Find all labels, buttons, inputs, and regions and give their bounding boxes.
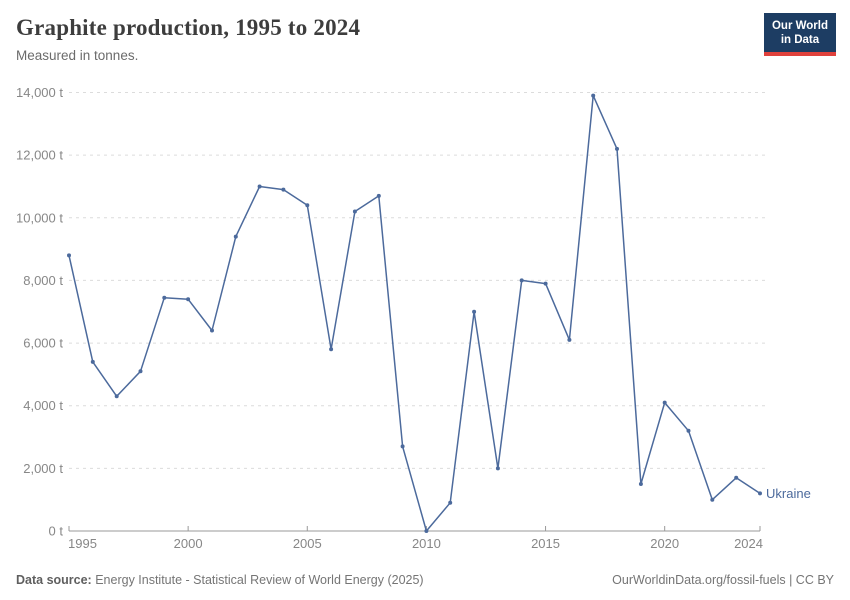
data-point[interactable] [495, 466, 500, 471]
data-point[interactable] [400, 444, 405, 449]
logo-line-2: in Data [780, 34, 820, 47]
data-point[interactable] [567, 337, 572, 342]
data-source: Data source: Energy Institute - Statisti… [16, 573, 424, 587]
footer-license-link[interactable]: OurWorldinData.org/fossil-fuels | CC BY [612, 573, 834, 587]
data-point[interactable] [638, 482, 643, 486]
data-point[interactable] [329, 347, 334, 352]
data-point[interactable] [591, 93, 596, 98]
data-source-label: Data source: [16, 573, 92, 587]
y-tick-label: 12,000 t [16, 148, 63, 163]
y-tick-label: 6,000 t [23, 336, 63, 351]
x-tick-label: 2015 [531, 536, 560, 551]
y-tick-label: 2,000 t [23, 461, 63, 476]
chart-title: Graphite production, 1995 to 2024 [16, 15, 361, 40]
chart-subtitle: Measured in tonnes. [16, 48, 139, 63]
data-point[interactable] [210, 328, 214, 333]
x-tick-label: 2005 [293, 536, 322, 551]
data-point[interactable] [90, 359, 95, 364]
x-tick-label: 2024 [734, 536, 763, 551]
y-tick-label: 4,000 t [23, 398, 63, 413]
data-point[interactable] [448, 500, 453, 505]
series-line-ukraine[interactable] [68, 94, 761, 532]
data-point[interactable] [162, 295, 167, 300]
data-point[interactable] [662, 400, 667, 405]
data-point[interactable] [67, 253, 71, 258]
data-point[interactable] [615, 146, 619, 151]
x-tick-label: 2020 [650, 536, 679, 551]
y-tick-label: 10,000 t [16, 210, 63, 225]
data-point[interactable] [734, 475, 739, 480]
data-point[interactable] [686, 428, 691, 433]
data-point[interactable] [472, 309, 477, 314]
data-point[interactable] [519, 278, 524, 283]
data-point[interactable] [305, 203, 310, 208]
data-point[interactable] [710, 497, 715, 502]
data-point[interactable] [186, 297, 191, 302]
series-label-ukraine[interactable]: Ukraine [766, 486, 811, 501]
y-tick-label: 8,000 t [23, 273, 63, 288]
data-point[interactable] [424, 529, 429, 533]
data-point[interactable] [352, 209, 357, 214]
chart-footer: Data source: Energy Institute - Statisti… [16, 573, 834, 587]
data-point[interactable] [138, 369, 143, 374]
data-point[interactable] [543, 281, 548, 286]
data-source-text: Energy Institute - Statistical Review of… [91, 573, 424, 587]
chart-header: Graphite production, 1995 to 2024 Measur… [0, 0, 850, 63]
data-point[interactable] [114, 394, 119, 399]
x-tick-label: 2000 [174, 536, 203, 551]
y-tick-label: 14,000 t [16, 85, 63, 100]
data-point[interactable] [758, 491, 762, 496]
logo-line-1: Our World [771, 20, 828, 32]
data-point[interactable] [376, 193, 381, 198]
x-tick-label: 1995 [68, 536, 97, 551]
owid-logo[interactable]: Our World in Data [763, 13, 836, 56]
data-point[interactable] [257, 184, 262, 189]
data-point[interactable] [281, 187, 286, 192]
y-tick-label: 0 t [49, 524, 64, 539]
x-tick-label: 2010 [412, 536, 441, 551]
data-point[interactable] [233, 234, 238, 239]
